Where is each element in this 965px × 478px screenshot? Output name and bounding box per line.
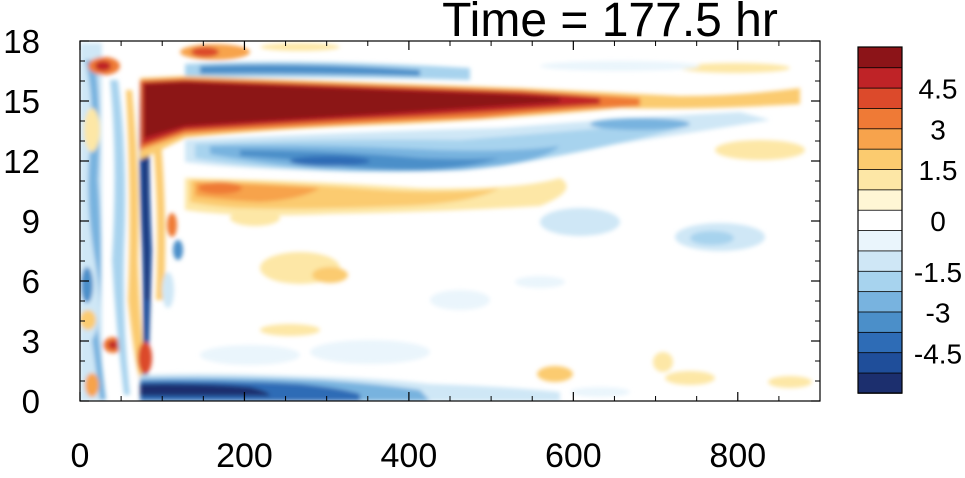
heatmap-cell <box>108 341 118 349</box>
heatmap-cell <box>85 60 106 400</box>
colorbar-swatch <box>857 250 903 272</box>
heatmap-cell <box>162 272 174 308</box>
y-tick-label: 6 <box>22 263 40 300</box>
heatmap-cell <box>540 208 620 236</box>
colorbar-label: -3 <box>926 298 951 329</box>
colorbar-frame <box>857 46 903 394</box>
heatmap-cell <box>260 324 320 336</box>
colorbar: -4.5 -3 -1.5 0 1.5 3 4.5 <box>857 46 962 394</box>
x-tick-label: 200 <box>216 437 273 473</box>
colorbar-label: -4.5 <box>914 338 962 369</box>
y-axis: 0 3 6 9 12 15 18 <box>3 23 820 420</box>
heatmap-cell <box>430 290 490 310</box>
y-tick-label: 3 <box>22 323 40 360</box>
y-tick-label: 12 <box>3 143 40 180</box>
heatmap-cell <box>590 118 690 130</box>
colorbar-swatch <box>857 209 903 231</box>
heatmap-cell <box>260 43 340 51</box>
heatmap-field <box>80 43 812 401</box>
y-tick-label: 0 <box>22 383 40 420</box>
y-tick-label: 18 <box>3 23 40 60</box>
heatmap-cell <box>80 310 96 330</box>
heatmap-cell <box>515 276 565 288</box>
heatmap-cell <box>230 210 280 226</box>
colorbar-label: 0 <box>930 206 946 237</box>
heatmap-cell <box>290 156 370 166</box>
heatmap-cell <box>312 267 348 283</box>
x-tick-label: 600 <box>545 437 602 473</box>
heatmap-cell <box>690 231 734 245</box>
colorbar-swatch <box>857 107 903 130</box>
colorbar-swatch <box>857 270 903 293</box>
x-tick-label: 400 <box>381 437 438 473</box>
colorbar-label: 1.5 <box>919 155 958 186</box>
colorbar-label: -1.5 <box>914 257 962 288</box>
heatmap-cell <box>150 110 166 300</box>
heatmap-cell <box>140 383 270 396</box>
colorbar-swatch <box>857 189 903 211</box>
colorbar-swatch <box>857 311 903 333</box>
y-tick-label: 15 <box>3 83 40 120</box>
heatmap-cell <box>715 140 805 160</box>
colorbar-swatch <box>857 66 903 89</box>
heatmap-cell <box>540 61 700 71</box>
heatmap-cell <box>240 150 500 170</box>
heatmap-cell <box>95 61 111 71</box>
heatmap-cell <box>85 373 99 397</box>
colorbar-swatch <box>857 46 903 69</box>
heatmap-cell <box>537 366 573 382</box>
colorbar-swatch <box>857 168 903 191</box>
heatmap-cell <box>144 82 560 138</box>
x-tick-label: 0 <box>71 437 90 473</box>
heatmap-cell <box>310 340 430 364</box>
heatmap-cell <box>126 90 146 380</box>
colorbar-swatch <box>857 331 903 354</box>
heatmap-cell <box>198 182 242 194</box>
plot-area <box>79 40 821 402</box>
heatmap-cell <box>200 64 420 76</box>
colorbar-swatch <box>857 372 903 394</box>
x-axis: 0 200 400 600 800 <box>71 41 766 475</box>
colorbar-swatch <box>857 87 903 109</box>
heatmap-cell <box>173 240 183 260</box>
heatmap-cell <box>110 80 130 395</box>
heatmap-cell <box>191 47 219 57</box>
heatmap-cell <box>138 342 152 374</box>
colorbar-swatch <box>857 229 903 252</box>
heatmap-cell <box>81 267 93 303</box>
heatmap-cell <box>167 213 177 237</box>
colorbar-swatch <box>857 351 903 374</box>
chart-title: Time = 177.5 hr <box>442 0 778 47</box>
y-tick-label: 9 <box>22 203 40 240</box>
colorbar-swatch <box>857 290 903 313</box>
minor-ticks <box>80 41 821 401</box>
heatmap-cell <box>768 376 812 388</box>
x-tick-label: 800 <box>709 437 766 473</box>
heatmap-cell <box>665 371 715 385</box>
colorbar-label: 4.5 <box>919 74 958 105</box>
heatmap-cell <box>200 345 300 365</box>
colorbar-label: 3 <box>930 114 946 145</box>
colorbar-swatch <box>857 128 903 150</box>
heatmap-cell <box>653 352 673 372</box>
heatmap-cell <box>84 108 100 152</box>
heatmap-cell <box>570 387 630 397</box>
heatmap-cell <box>680 63 790 73</box>
colorbar-swatch <box>857 148 903 170</box>
